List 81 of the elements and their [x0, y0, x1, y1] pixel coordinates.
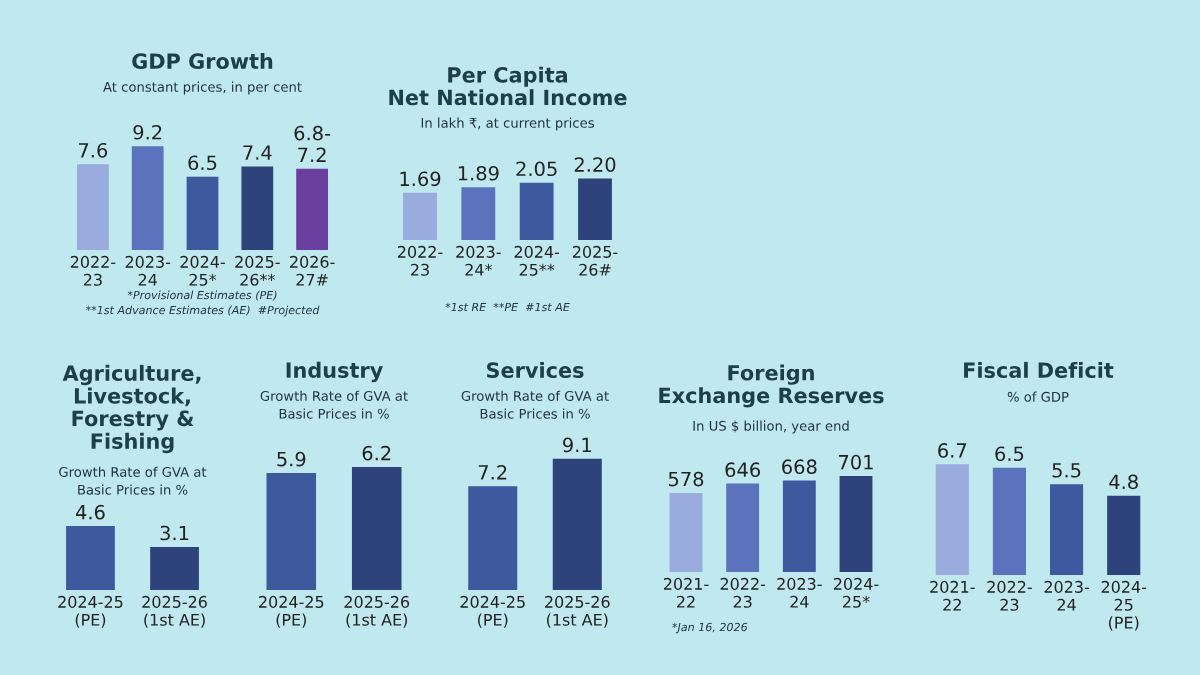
bar [669, 492, 703, 572]
x-tick-label: 2025-26 (1st AE) [344, 595, 410, 628]
chart-title: Services [486, 361, 584, 379]
x-tick-label: 2022-23 [720, 577, 766, 608]
x-tick-label: 2022-23 [397, 245, 443, 276]
bar [782, 480, 816, 572]
x-tick-label: 2024-25 (PE) [1101, 580, 1147, 631]
data-label: 9.1 [563, 437, 591, 453]
chart-subtitle: Growth Rate of GVA at Basic Prices in % [260, 390, 408, 419]
bar [1107, 495, 1141, 575]
bar [461, 187, 496, 240]
x-tick-label: 2024-25** [514, 245, 560, 276]
chart-subtitle: In lakh ₹, at current prices [421, 117, 594, 131]
x-tick-label: 2024-25* [833, 577, 879, 608]
x-tick-label: 2021-22 [663, 577, 709, 608]
bar [935, 464, 969, 575]
text: *1st RE **PE #1st AE [445, 302, 570, 312]
data-label: 5.5 [1052, 463, 1081, 478]
bar [296, 168, 329, 250]
data-label: 6.5 [995, 446, 1024, 462]
chart-title: GDP Growth [132, 52, 273, 70]
x-tick-label: 2025-26 (1st AE) [142, 595, 207, 628]
x-tick-label: 2024-25 (PE) [58, 595, 123, 628]
data-label: 7.6 [79, 142, 108, 158]
data-label: 2.20 [574, 157, 616, 172]
chart-subtitle: At constant prices, in per cent [103, 81, 302, 95]
x-tick-label: 2022-23 [70, 255, 116, 286]
data-label: 7.2 [478, 464, 507, 480]
data-label: 9.2 [133, 124, 162, 140]
bar [131, 146, 164, 250]
x-tick-label: 2026-27# [290, 255, 335, 286]
x-tick-label: 2024-25* [180, 255, 225, 286]
data-label: 1.69 [400, 171, 441, 187]
text: *Provisional Estimates (PE) [127, 290, 277, 301]
x-tick-label: 2025-26# [572, 245, 618, 276]
x-tick-label: 2024-25 (PE) [259, 595, 324, 628]
data-label: 6.2 [362, 445, 391, 461]
chart-subtitle: % of GDP [1007, 391, 1069, 402]
data-label: 2.05 [516, 161, 557, 177]
chart-subtitle: Growth Rate of GVA at Basic Prices in % [59, 466, 207, 495]
data-label: 6.7 [938, 443, 967, 458]
bar [519, 182, 554, 240]
x-tick-label: 2021-22 [930, 580, 975, 611]
bar [241, 166, 274, 250]
x-tick-label: 2023-24 [125, 255, 171, 286]
x-tick-label: 2024-25 (PE) [460, 595, 525, 628]
chart-title: Per Capita Net National Income [389, 66, 627, 106]
chart-subtitle: Growth Rate of GVA at Basic Prices in % [461, 390, 609, 419]
bar [403, 192, 437, 240]
data-label: 7.4 [243, 145, 272, 160]
x-tick-label: 2025-26 (1st AE) [545, 595, 610, 628]
bar [578, 178, 612, 240]
bar [76, 164, 109, 250]
data-label: 668 [782, 459, 817, 475]
x-tick-label: 2023-24 [1044, 580, 1089, 611]
text: **1st Advance Estimates (AE) #Projected [85, 305, 320, 317]
bar [186, 176, 219, 250]
data-label: 5.9 [277, 451, 306, 467]
bar [992, 467, 1026, 575]
data-label: 6.8-7.2 [294, 125, 331, 162]
data-label: 578 [668, 471, 704, 487]
bar [1050, 484, 1084, 575]
bar [726, 483, 760, 572]
chart-title: Agriculture, Livestock, Forestry & Fishing [62, 364, 201, 454]
chart-title: Fiscal Deficit [964, 361, 1114, 379]
bar [839, 476, 873, 572]
x-tick-label: 2023-24* [456, 245, 501, 276]
data-label: 701 [839, 454, 873, 470]
data-label: 3.1 [160, 525, 189, 541]
chart-title: Foreign Exchange Reserves [659, 364, 884, 408]
data-label: 646 [725, 462, 760, 478]
data-label: 6.5 [188, 155, 217, 171]
x-tick-label: 2022-23 [987, 580, 1032, 611]
x-tick-label: 2023-24 [777, 577, 822, 608]
data-label: 4.6 [75, 504, 105, 520]
text: *Jan 16, 2026 [672, 622, 748, 634]
data-label: 4.8 [1109, 474, 1138, 490]
chart-subtitle: In US $ billion, year end [693, 420, 849, 434]
x-tick-label: 2025-26** [235, 255, 280, 286]
data-label: 1.89 [458, 165, 499, 181]
chart-title: Industry [286, 361, 383, 383]
